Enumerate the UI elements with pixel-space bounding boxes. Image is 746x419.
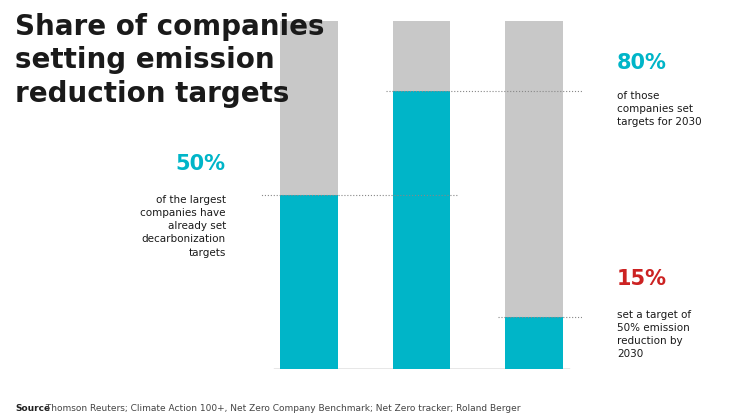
Bar bbox=[505, 21, 562, 317]
Text: 50%: 50% bbox=[176, 154, 226, 174]
Text: Share of companies
setting emission
reduction targets: Share of companies setting emission redu… bbox=[15, 13, 325, 108]
Text: of the largest
companies have
already set
decarbonization
targets: of the largest companies have already se… bbox=[140, 195, 226, 258]
Bar bbox=[280, 21, 338, 195]
Text: Thomson Reuters; Climate Action 100+, Net Zero Company Benchmark; Net Zero track: Thomson Reuters; Climate Action 100+, Ne… bbox=[43, 404, 521, 413]
Bar bbox=[392, 91, 451, 369]
Text: 15%: 15% bbox=[617, 269, 667, 289]
Bar bbox=[280, 195, 338, 369]
Bar bbox=[505, 317, 562, 369]
Text: 80%: 80% bbox=[617, 53, 667, 73]
Text: Source: Source bbox=[15, 404, 50, 413]
Text: set a target of
50% emission
reduction by
2030: set a target of 50% emission reduction b… bbox=[617, 310, 692, 359]
Text: of those
companies set
targets for 2030: of those companies set targets for 2030 bbox=[617, 91, 702, 127]
Bar bbox=[392, 21, 451, 91]
